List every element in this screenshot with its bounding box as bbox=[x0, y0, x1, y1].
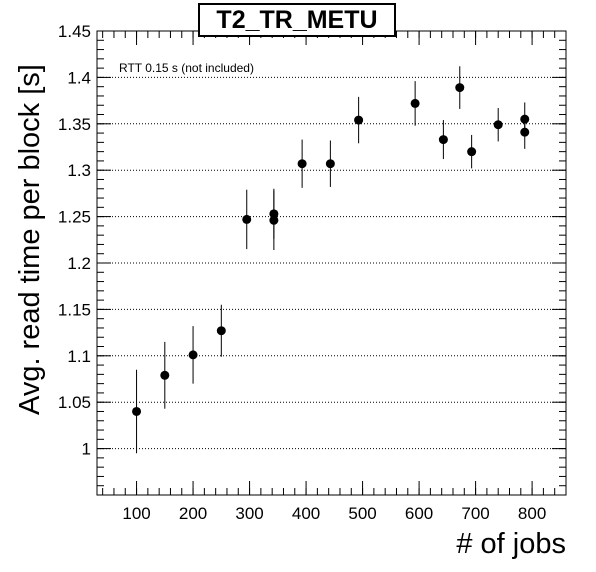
data-point bbox=[132, 406, 142, 416]
y-tick-label: 1 bbox=[82, 440, 91, 459]
y-axis-label: Avg. read time per block [s] bbox=[14, 64, 46, 415]
x-tick-label: 400 bbox=[292, 504, 320, 523]
data-point bbox=[216, 326, 226, 336]
data-point bbox=[269, 215, 279, 225]
x-tick-label: 500 bbox=[348, 504, 376, 523]
data-point bbox=[493, 120, 503, 130]
data-point bbox=[188, 350, 198, 360]
x-axis-label: # of jobs bbox=[456, 528, 566, 560]
data-point bbox=[438, 135, 448, 145]
data-point bbox=[242, 214, 252, 224]
x-tick-label: 100 bbox=[122, 504, 150, 523]
x-tick-label: 200 bbox=[179, 504, 207, 523]
y-tick-label: 1.15 bbox=[58, 300, 91, 319]
y-tick-label: 1.05 bbox=[58, 393, 91, 412]
y-tick-label: 1.1 bbox=[67, 347, 91, 366]
y-tick-label: 1.2 bbox=[67, 254, 91, 273]
grid-lines bbox=[97, 76, 566, 450]
tick-labels: 1 1.05 1.1 1.15 1.2 1.25 1.3 1.35 1.4 1.45 100 200 3… bbox=[58, 22, 546, 523]
data-point bbox=[354, 115, 364, 125]
chart-title: T2_TR_METU bbox=[198, 3, 396, 37]
data-point bbox=[455, 83, 465, 93]
data-point bbox=[520, 127, 530, 137]
x-tick-label: 700 bbox=[461, 504, 489, 523]
y-tick-label: 1.3 bbox=[67, 161, 91, 180]
chart-annotation: RTT 0.15 s (not included) bbox=[119, 61, 254, 75]
data-points bbox=[132, 66, 530, 454]
x-tick-label: 300 bbox=[235, 504, 263, 523]
y-tick-label: 1.4 bbox=[67, 68, 91, 87]
data-point bbox=[467, 147, 477, 157]
data-point bbox=[160, 370, 170, 380]
y-tick-label: 1.45 bbox=[58, 22, 91, 41]
x-tick-label: 600 bbox=[405, 504, 433, 523]
data-point bbox=[410, 98, 420, 108]
y-tick-label: 1.35 bbox=[58, 115, 91, 134]
x-tick-label: 800 bbox=[518, 504, 546, 523]
y-tick-label: 1.25 bbox=[58, 208, 91, 227]
data-point bbox=[325, 159, 335, 169]
data-point bbox=[297, 159, 307, 169]
